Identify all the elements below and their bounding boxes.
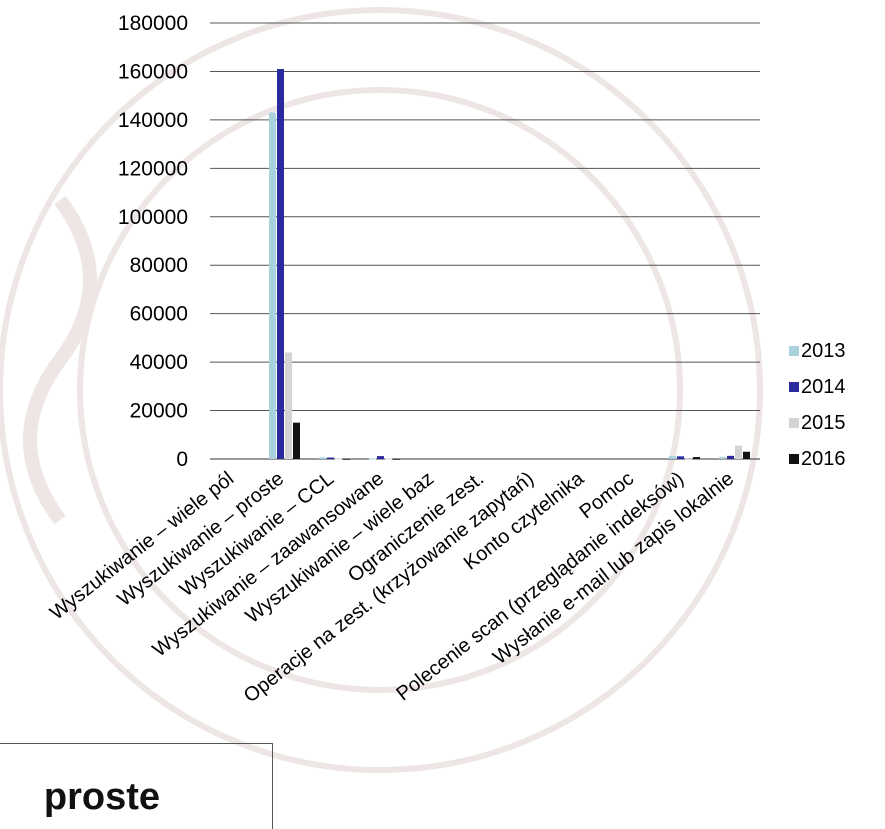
bar-2016 — [343, 458, 350, 460]
legend-label: 2016 — [801, 448, 846, 470]
legend: 2013 2014 2015 2016 — [789, 340, 846, 470]
bar-2015 — [385, 458, 392, 460]
slide-title: proste — [43, 776, 160, 818]
y-tick-label: 60000 — [130, 303, 188, 326]
bar-2016 — [393, 458, 400, 460]
bar-2016 — [743, 451, 750, 459]
legend-swatch — [789, 346, 799, 356]
y-tick-label: 140000 — [118, 109, 188, 132]
y-tick-label: 180000 — [118, 12, 188, 35]
y-tick-label: 160000 — [118, 60, 188, 83]
y-tick-label: 100000 — [118, 206, 188, 229]
gridlines — [210, 22, 760, 412]
bar-2013 — [669, 456, 676, 459]
bar-2013 — [369, 458, 376, 460]
bar-2015 — [285, 352, 292, 459]
y-tick-label: 0 — [176, 448, 188, 471]
y-tick-label: 40000 — [130, 351, 188, 374]
bar-2013 — [269, 112, 276, 459]
y-axis: 0 20000 40000 60000 80000 100000 120000 140000 1… — [118, 12, 760, 471]
slide-title-box — [0, 743, 273, 829]
bar-2015 — [335, 458, 342, 460]
legend-swatch — [789, 454, 799, 464]
legend-swatch — [789, 382, 799, 392]
bar-2014 — [327, 457, 334, 459]
bar-2015 — [685, 458, 692, 460]
bar-2016 — [293, 422, 300, 459]
bar-2014 — [277, 69, 284, 460]
legend-label: 2014 — [801, 376, 846, 398]
y-tick-label: 80000 — [130, 254, 188, 277]
bar-2013 — [319, 457, 326, 459]
bars — [269, 69, 750, 460]
y-tick-label: 120000 — [118, 157, 188, 180]
legend-label: 2015 — [801, 412, 846, 434]
bar-2015 — [735, 445, 742, 459]
bar-2014 — [727, 455, 734, 459]
bar-2013 — [719, 456, 726, 459]
legend-swatch — [789, 418, 799, 428]
y-tick-label: 20000 — [130, 400, 188, 423]
legend-label: 2013 — [801, 340, 846, 362]
bar-2014 — [677, 456, 684, 459]
bar-2014 — [377, 456, 384, 459]
bar-2016 — [693, 457, 700, 459]
